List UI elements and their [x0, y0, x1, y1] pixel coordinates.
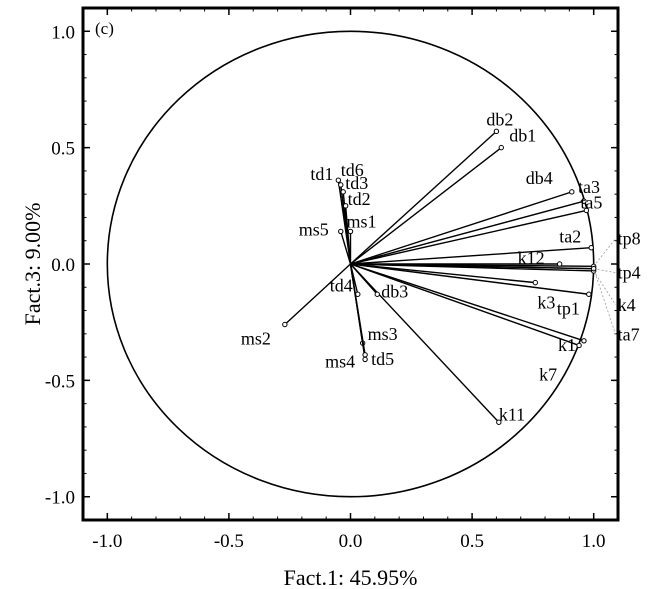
label-td1: td1 — [310, 164, 333, 184]
label-k12: k12 — [518, 248, 545, 268]
label-td4: td4 — [330, 275, 353, 295]
point-td3 — [340, 189, 346, 195]
label-k1: k1 — [558, 335, 576, 355]
point-ta3 — [581, 198, 587, 204]
label-td5: td5 — [371, 349, 394, 369]
point-db1 — [498, 144, 504, 151]
leader-ta7 — [593, 268, 617, 335]
panel-label: (c) — [95, 19, 114, 38]
y-axis-title: Fact.3: 9.00% — [20, 203, 45, 326]
label-td6: td6 — [341, 160, 364, 180]
label-db4: db4 — [526, 168, 553, 188]
label-db1: db1 — [509, 126, 536, 146]
x-tick-label: 0.5 — [460, 531, 484, 552]
label-k11: k11 — [499, 404, 525, 424]
point-k7 — [576, 342, 582, 349]
x-tick-label: -1.0 — [92, 531, 122, 552]
point-td5 — [362, 352, 368, 358]
label-db3: db3 — [381, 281, 408, 301]
label-ta2: ta2 — [559, 227, 581, 247]
vector-ta5 — [350, 209, 587, 265]
vector-db1 — [350, 147, 502, 265]
vector-ms2 — [284, 263, 351, 326]
leader-k4 — [593, 270, 617, 306]
point-ms2 — [282, 321, 288, 328]
vector-db2 — [350, 130, 497, 265]
point-ms4 — [362, 356, 368, 363]
vector-tp1 — [350, 263, 589, 295]
point-db3 — [374, 291, 380, 297]
label-k7: k7 — [539, 364, 557, 384]
label-tp1: tp1 — [557, 298, 580, 318]
point-tp1 — [586, 291, 592, 297]
point-ms5 — [338, 228, 344, 235]
point-db2 — [493, 128, 500, 135]
label-ta5: ta5 — [580, 192, 602, 212]
point-k3 — [532, 279, 539, 286]
y-tick-label: -0.5 — [45, 371, 75, 392]
label-ms5: ms5 — [299, 219, 329, 239]
label-td3: td3 — [345, 173, 368, 193]
vector-ms5 — [340, 231, 352, 265]
point-ta5 — [583, 207, 590, 214]
label-ta7: ta7 — [618, 325, 640, 345]
leader-tp8 — [593, 238, 616, 267]
label-k4: k4 — [618, 295, 636, 315]
x-axis-title: Fact.1: 45.95% — [284, 565, 418, 589]
vector-db4 — [350, 191, 573, 265]
x-tick-label: 0.0 — [339, 531, 363, 552]
y-tick-label: 0.0 — [51, 255, 75, 276]
x-tick-label: -0.5 — [214, 531, 244, 552]
y-tick-label: -1.0 — [45, 488, 75, 509]
label-ms2: ms2 — [241, 329, 271, 349]
leader-tp4 — [593, 268, 616, 274]
vector-td5 — [349, 263, 366, 355]
vector-k3 — [350, 263, 536, 284]
x-tick-label: 1.0 — [582, 531, 606, 552]
vector-k11 — [349, 263, 500, 423]
label-tp8: tp8 — [618, 228, 641, 248]
point-ta2 — [588, 245, 594, 251]
y-tick-label: 1.0 — [51, 22, 75, 43]
point-k12 — [556, 261, 563, 267]
vector-ta3 — [350, 200, 585, 265]
point-td2 — [342, 203, 349, 209]
vector-k1 — [350, 263, 585, 342]
vector-db3 — [349, 263, 378, 295]
vector-ta2 — [350, 247, 592, 265]
point-ms1 — [347, 228, 354, 235]
point-td1 — [335, 177, 342, 183]
vector-ta7 — [350, 263, 594, 270]
label-db2: db2 — [486, 109, 513, 129]
vector-k7 — [350, 263, 580, 347]
point-td6 — [338, 182, 344, 188]
label-tp4: tp4 — [618, 263, 641, 283]
vector-td2 — [344, 205, 352, 265]
label-ms3: ms3 — [368, 324, 398, 344]
point-k11 — [496, 419, 502, 425]
point-db4 — [569, 189, 575, 195]
label-ms4: ms4 — [325, 351, 355, 371]
label-ms1: ms1 — [347, 211, 377, 231]
label-td2: td2 — [348, 189, 371, 209]
label-ta3: ta3 — [578, 177, 600, 197]
label-k3: k3 — [537, 293, 555, 313]
point-k1 — [581, 338, 587, 344]
y-tick-label: 0.5 — [51, 139, 75, 160]
